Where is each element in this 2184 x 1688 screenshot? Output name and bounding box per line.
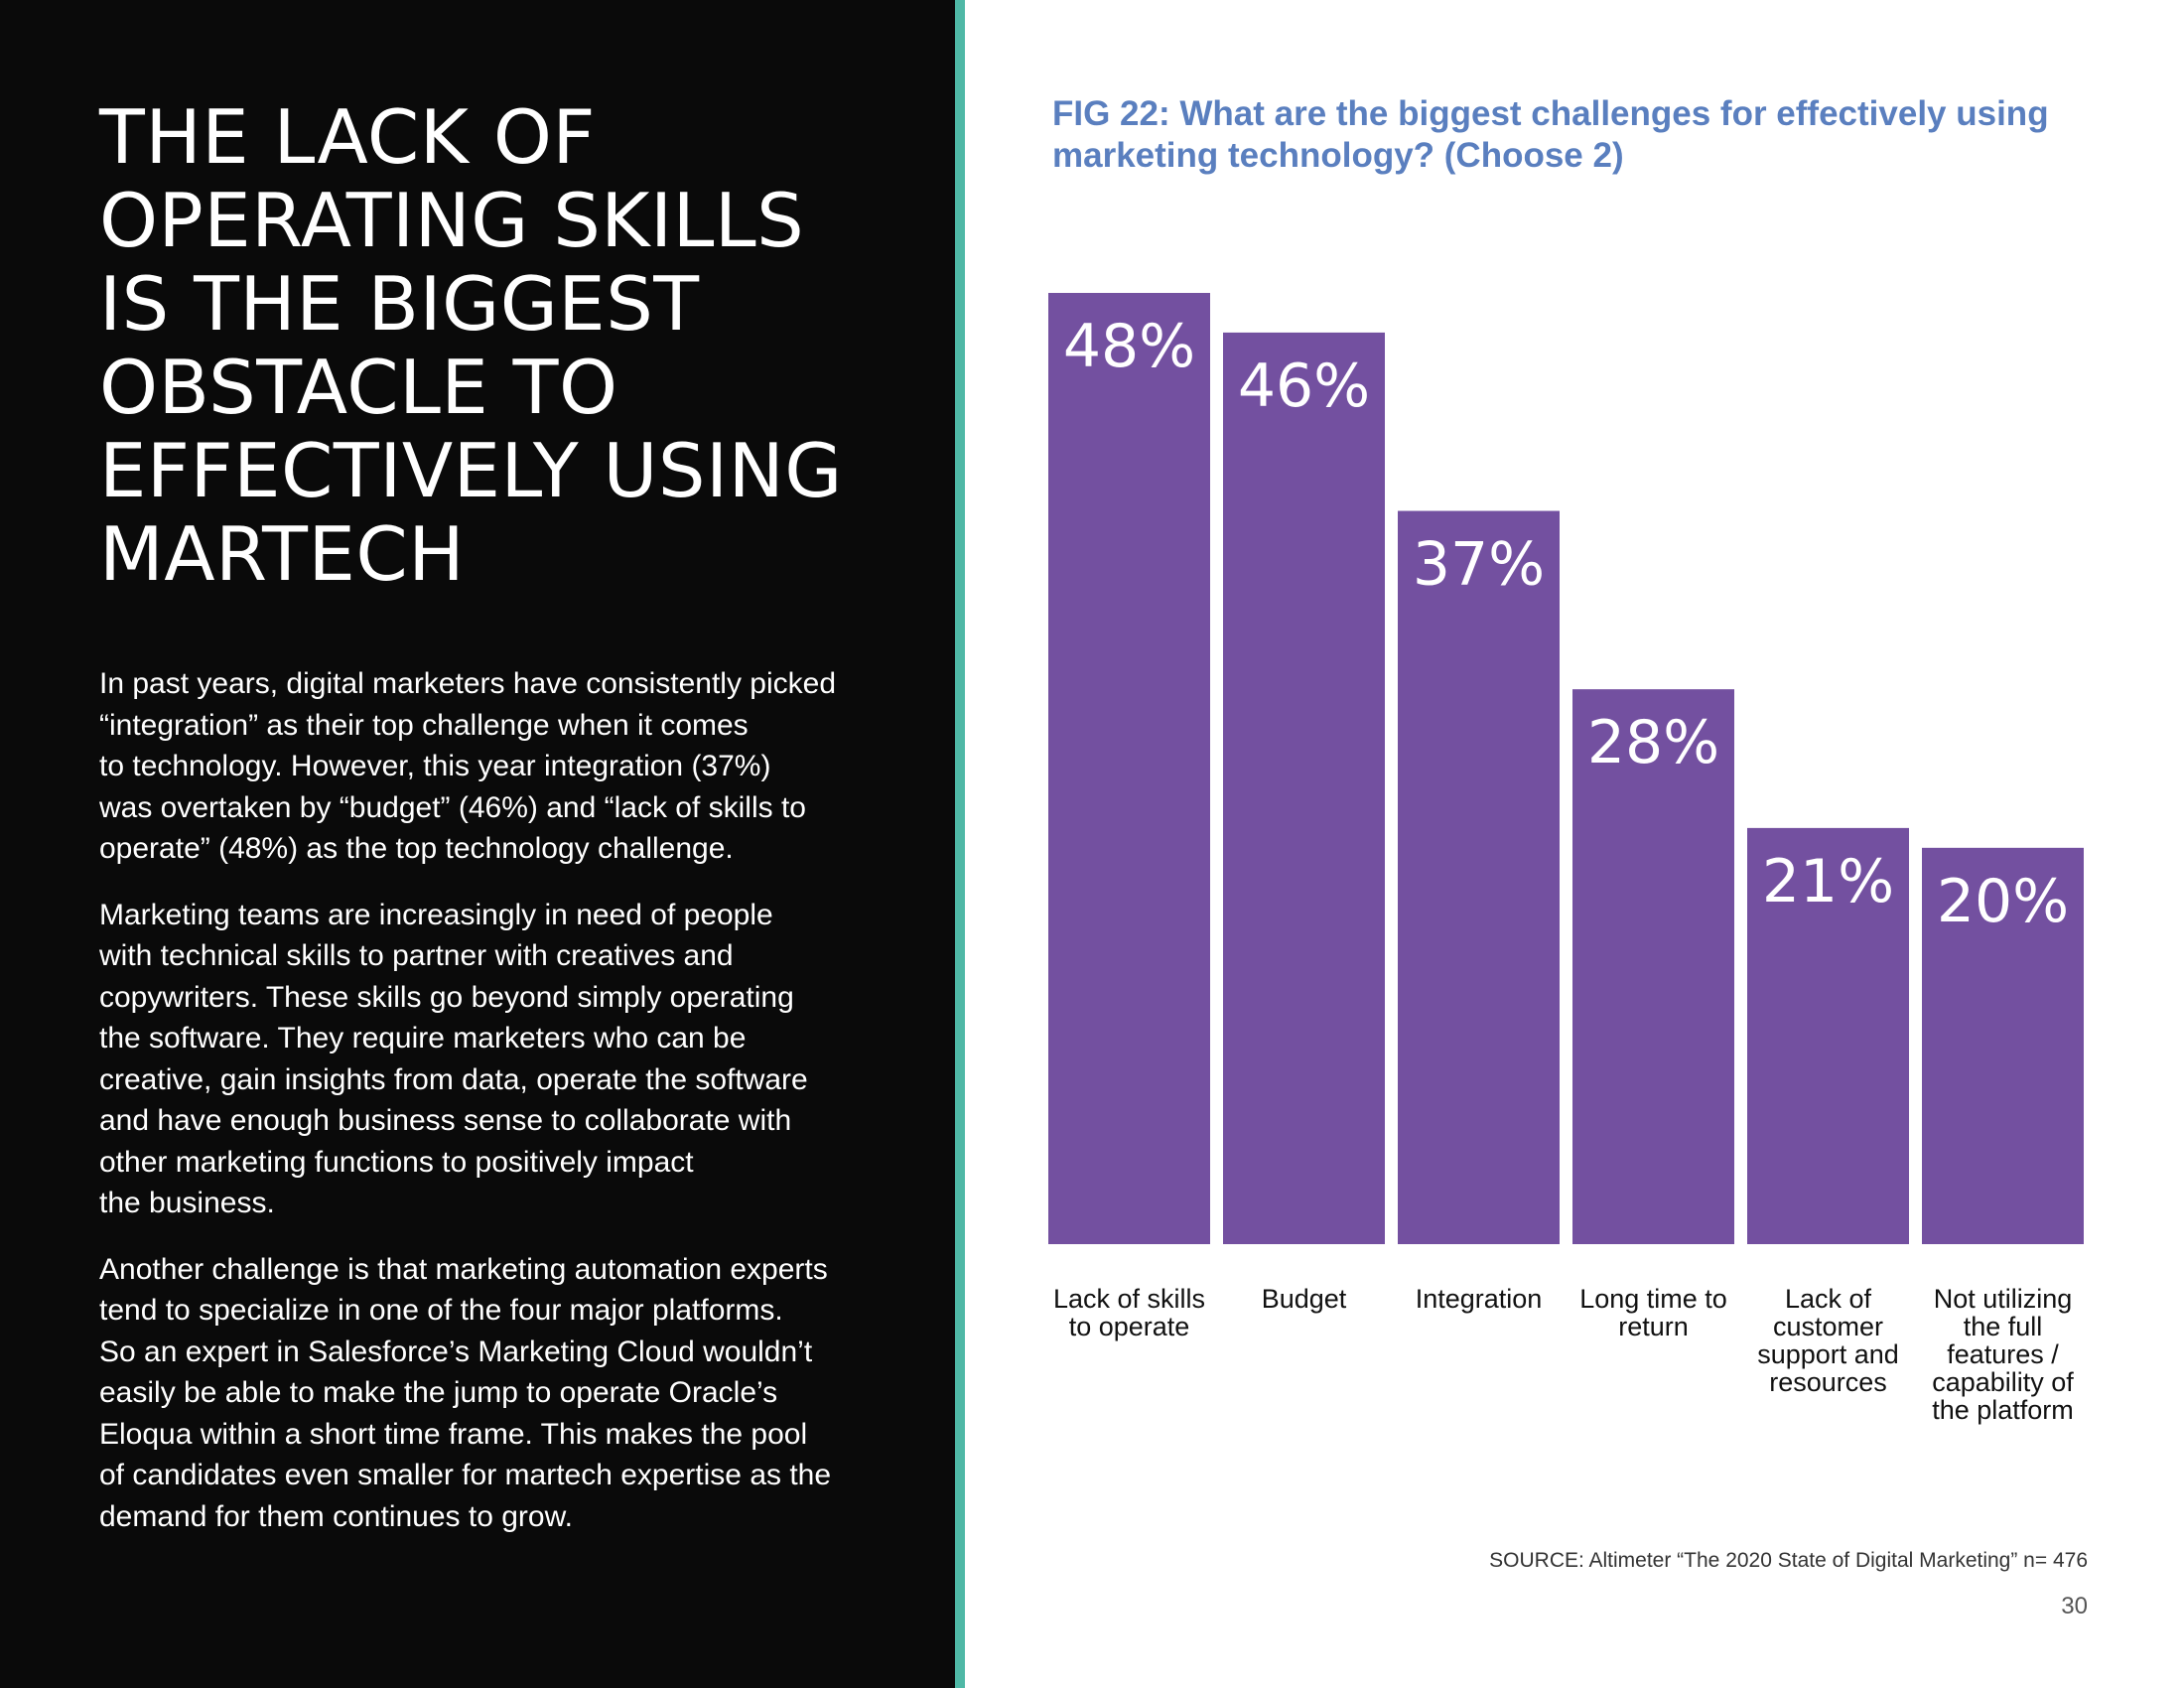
- value-label-1: 48%: [1063, 312, 1195, 381]
- category-label-2: Budget: [1262, 1284, 1347, 1314]
- category-label-4: Long time to return: [1579, 1284, 1727, 1341]
- category-label-5: Lack of customer support and resources: [1757, 1284, 1899, 1397]
- value-label-2: 46%: [1238, 352, 1370, 421]
- paragraph-line: easily be able to make the jump to opera…: [99, 1376, 778, 1409]
- bar-5: [1747, 827, 1909, 1244]
- bar-6: [1922, 847, 2084, 1244]
- paragraph-3: Another challenge is that marketing auto…: [99, 1249, 893, 1538]
- paragraph-line: was overtaken by “budget” (46%) and “lac…: [99, 790, 806, 824]
- paragraph-line: Marketing teams are increasingly in need…: [99, 898, 773, 931]
- paragraph-line: to technology. However, this year integr…: [99, 750, 771, 782]
- paragraph-line: copywriters. These skills go beyond simp…: [99, 980, 794, 1014]
- left-panel: THE LACK OF OPERATING SKILLS IS THE BIGG…: [0, 0, 955, 1688]
- source-note: SOURCE: Altimeter “The 2020 State of Dig…: [1489, 1549, 2088, 1572]
- body-text: In past years, digital marketers have co…: [99, 663, 893, 1562]
- paragraph-1: In past years, digital marketers have co…: [99, 663, 893, 870]
- category-label-6: Not utilizing the full features / capabilit…: [1932, 1284, 2074, 1425]
- headline: THE LACK OF OPERATING SKILLS IS THE BIGG…: [99, 95, 843, 596]
- headline-line: IS THE BIGGEST: [99, 260, 700, 348]
- paragraph-line: Another challenge is that marketing auto…: [99, 1252, 828, 1286]
- paragraph-line: and have enough business sense to collab…: [99, 1104, 792, 1137]
- paragraph-line: tend to specialize in one of the four ma…: [99, 1294, 783, 1327]
- value-label-5: 21%: [1762, 847, 1894, 916]
- headline-line: OBSTACLE TO: [99, 344, 618, 431]
- category-label-3: Integration: [1416, 1284, 1543, 1314]
- value-label-4: 28%: [1587, 708, 1719, 777]
- headline-line: MARTECH: [99, 510, 466, 598]
- paragraph-line: the business.: [99, 1187, 275, 1219]
- paragraph-line: the software. They require marketers who…: [99, 1022, 747, 1055]
- bar-2: [1223, 332, 1385, 1245]
- headline-line: OPERATING SKILLS: [99, 177, 805, 264]
- paragraph-line: of candidates even smaller for martech e…: [99, 1459, 832, 1491]
- paragraph-line: with technical skills to partner with cr…: [99, 939, 734, 972]
- figure-title-line: marketing technology? (Choose 2): [1052, 136, 1624, 175]
- paragraph-line: creative, gain insights from data, opera…: [99, 1062, 808, 1096]
- page-number: 30: [2061, 1593, 2088, 1619]
- paragraph-line: In past years, digital marketers have co…: [99, 667, 837, 700]
- teal-divider: [955, 0, 965, 1688]
- headline-line: THE LACK OF: [99, 93, 596, 181]
- value-label-3: 37%: [1413, 530, 1545, 600]
- category-label-1: Lack of skills to operate: [1053, 1284, 1205, 1341]
- value-label-6: 20%: [1937, 867, 2069, 936]
- paragraph-line: So an expert in Salesforce’s Marketing C…: [99, 1335, 813, 1368]
- bar-4: [1572, 689, 1734, 1244]
- headline-line: EFFECTIVELY USING: [99, 427, 843, 514]
- paragraph-2: Marketing teams are increasingly in need…: [99, 895, 893, 1224]
- paragraph-line: “integration” as their top challenge whe…: [99, 708, 749, 742]
- bar-3: [1398, 510, 1560, 1244]
- paragraph-line: other marketing functions to positively …: [99, 1145, 694, 1179]
- bar-1: [1048, 293, 1210, 1244]
- figure-title-line: FIG 22: What are the biggest challenges …: [1052, 94, 2049, 133]
- figure-title: FIG 22: What are the biggest challenges …: [1052, 93, 2124, 177]
- paragraph-line: demand for them continues to grow.: [99, 1499, 573, 1533]
- paragraph-line: operate” (48%) as the top technology cha…: [99, 832, 734, 865]
- paragraph-line: Eloqua within a short time frame. This m…: [99, 1417, 808, 1451]
